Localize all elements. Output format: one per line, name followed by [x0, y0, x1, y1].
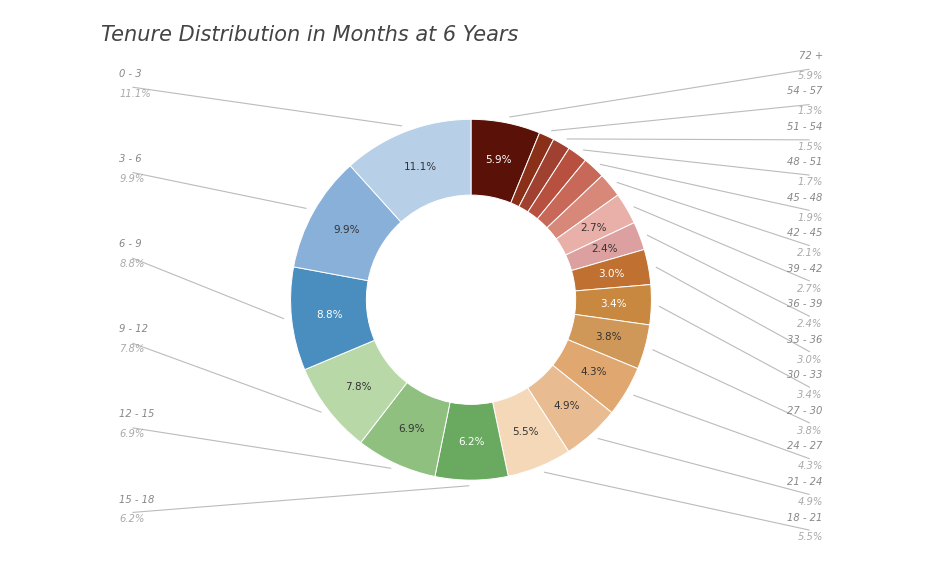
- Text: 0 - 3: 0 - 3: [120, 69, 142, 79]
- Text: 3.0%: 3.0%: [598, 269, 625, 279]
- Text: 1.3%: 1.3%: [798, 106, 822, 116]
- Text: 33 - 36: 33 - 36: [788, 335, 822, 345]
- Text: 9 - 12: 9 - 12: [120, 324, 148, 334]
- Wedge shape: [511, 133, 554, 207]
- Text: 45 - 48: 45 - 48: [788, 193, 822, 203]
- Text: 1.5%: 1.5%: [798, 141, 822, 152]
- Text: 39 - 42: 39 - 42: [788, 264, 822, 274]
- Text: 7.8%: 7.8%: [120, 344, 144, 354]
- Wedge shape: [528, 365, 611, 452]
- Wedge shape: [350, 119, 471, 222]
- Text: 24 - 27: 24 - 27: [788, 442, 822, 452]
- Text: 2.1%: 2.1%: [798, 249, 822, 258]
- Text: 6.9%: 6.9%: [398, 424, 425, 434]
- Text: 36 - 39: 36 - 39: [788, 299, 822, 310]
- Text: 3.0%: 3.0%: [798, 355, 822, 365]
- Text: 51 - 54: 51 - 54: [788, 122, 822, 132]
- Wedge shape: [572, 250, 651, 291]
- Text: 8.8%: 8.8%: [316, 310, 343, 320]
- Text: 6.2%: 6.2%: [458, 437, 485, 447]
- Text: 7.8%: 7.8%: [345, 382, 371, 392]
- Wedge shape: [304, 340, 407, 442]
- Text: 5.9%: 5.9%: [798, 70, 822, 80]
- Text: 15 - 18: 15 - 18: [120, 495, 154, 505]
- Text: 11.1%: 11.1%: [403, 162, 436, 172]
- Wedge shape: [294, 166, 401, 281]
- Wedge shape: [435, 402, 509, 480]
- Text: 3.8%: 3.8%: [798, 426, 822, 436]
- Wedge shape: [553, 340, 638, 413]
- Text: 48 - 51: 48 - 51: [788, 157, 822, 167]
- Text: 30 - 33: 30 - 33: [788, 370, 822, 381]
- Text: 8.8%: 8.8%: [120, 259, 144, 269]
- Text: 18 - 21: 18 - 21: [788, 513, 822, 523]
- Text: 6 - 9: 6 - 9: [120, 239, 142, 249]
- Text: 6.9%: 6.9%: [120, 430, 144, 439]
- Wedge shape: [493, 388, 569, 476]
- Text: 9.9%: 9.9%: [333, 225, 360, 235]
- Wedge shape: [568, 314, 650, 368]
- Text: 21 - 24: 21 - 24: [788, 477, 822, 487]
- Text: 4.3%: 4.3%: [798, 462, 822, 471]
- Text: 27 - 30: 27 - 30: [788, 406, 822, 416]
- Text: 2.7%: 2.7%: [580, 223, 608, 233]
- Text: 2.7%: 2.7%: [798, 284, 822, 294]
- Text: 2.4%: 2.4%: [798, 320, 822, 329]
- Text: 4.3%: 4.3%: [580, 367, 607, 377]
- Text: 3 - 6: 3 - 6: [120, 154, 142, 164]
- Text: 5.9%: 5.9%: [485, 155, 512, 165]
- Wedge shape: [361, 382, 450, 477]
- Wedge shape: [565, 223, 644, 271]
- Wedge shape: [528, 148, 585, 219]
- Text: 3.4%: 3.4%: [798, 391, 822, 400]
- Text: 1.7%: 1.7%: [798, 177, 822, 187]
- Text: 4.9%: 4.9%: [553, 400, 579, 411]
- Text: 72 +: 72 +: [799, 51, 822, 61]
- Text: 3.4%: 3.4%: [600, 299, 626, 308]
- Wedge shape: [575, 285, 652, 325]
- Text: 11.1%: 11.1%: [120, 88, 151, 98]
- Wedge shape: [471, 119, 540, 203]
- Text: 42 - 45: 42 - 45: [788, 228, 822, 238]
- Text: Tenure Distribution in Months at 6 Years: Tenure Distribution in Months at 6 Years: [101, 26, 518, 45]
- Text: 12 - 15: 12 - 15: [120, 409, 154, 420]
- Text: 4.9%: 4.9%: [798, 497, 822, 507]
- Text: 5.5%: 5.5%: [512, 427, 539, 436]
- Text: 54 - 57: 54 - 57: [788, 86, 822, 96]
- Text: 5.5%: 5.5%: [798, 533, 822, 542]
- Text: 9.9%: 9.9%: [120, 174, 144, 184]
- Wedge shape: [556, 195, 634, 255]
- Wedge shape: [519, 139, 569, 212]
- Text: 6.2%: 6.2%: [120, 514, 144, 524]
- Text: 1.9%: 1.9%: [798, 212, 822, 223]
- Wedge shape: [537, 160, 602, 228]
- Text: 3.8%: 3.8%: [595, 332, 622, 342]
- Wedge shape: [290, 267, 375, 370]
- Wedge shape: [547, 176, 618, 239]
- Text: 2.4%: 2.4%: [591, 244, 618, 254]
